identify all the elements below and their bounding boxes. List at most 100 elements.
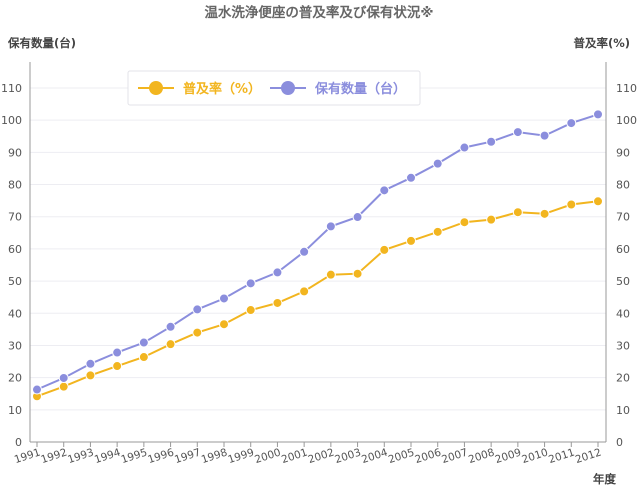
data-point-penetration xyxy=(432,226,443,237)
data-point-penetration xyxy=(138,352,149,363)
data-point-ownership xyxy=(272,267,283,278)
data-point-penetration xyxy=(352,268,363,279)
data-point-penetration xyxy=(299,286,310,297)
axes xyxy=(29,62,607,447)
left-y-tick-labels: 0 10 20 30 40 50 60 70 80 90 100 110 xyxy=(1,82,22,449)
x-tick-label: 1998 xyxy=(200,446,229,466)
y-tick-left: 80 xyxy=(8,179,22,192)
data-point-penetration xyxy=(539,208,550,219)
data-point-ownership xyxy=(379,185,390,196)
x-tick-label: 2010 xyxy=(520,446,549,466)
x-tick-label: 2003 xyxy=(333,446,362,466)
right-y-tick-labels: 0 10 20 30 40 50 60 70 80 90 100 110 xyxy=(616,82,637,449)
y-tick-right: 70 xyxy=(616,211,630,224)
x-tick-label: 2012 xyxy=(574,446,603,466)
data-point-ownership xyxy=(352,212,363,223)
y-tick-right: 90 xyxy=(616,146,630,159)
legend-marker-penetration xyxy=(149,81,163,95)
y-tick-right: 30 xyxy=(616,339,630,352)
data-point-penetration xyxy=(165,339,176,350)
data-point-penetration xyxy=(566,199,577,210)
x-tick-label: 2000 xyxy=(253,446,282,466)
y-tick-right: 50 xyxy=(616,275,630,288)
data-point-ownership xyxy=(85,358,96,369)
x-tick-label: 1999 xyxy=(227,446,256,466)
data-point-penetration xyxy=(459,217,470,228)
x-tick-label: 1997 xyxy=(173,446,202,466)
data-point-penetration xyxy=(593,196,603,207)
y-tick-left: 20 xyxy=(8,372,22,385)
data-point-ownership xyxy=(566,118,577,129)
legend: 普及率（%） 保有数量（台） xyxy=(127,70,421,106)
series-line-penetration xyxy=(36,200,599,398)
x-tick-label: 1991 xyxy=(13,446,42,466)
x-tick-label: 2006 xyxy=(414,446,443,466)
data-point-penetration xyxy=(379,244,390,255)
x-tick-label: 1995 xyxy=(120,446,149,466)
grid-lines xyxy=(30,87,606,411)
data-point-ownership xyxy=(432,158,443,169)
data-point-penetration xyxy=(112,361,123,372)
data-point-penetration xyxy=(406,235,416,246)
x-tick-label: 1992 xyxy=(40,446,69,466)
x-tick-label: 2007 xyxy=(440,446,469,466)
data-point-ownership xyxy=(539,130,550,141)
y-tick-right: 40 xyxy=(616,307,630,320)
series-line-ownership xyxy=(36,113,599,391)
legend-label-ownership: 保有数量（台） xyxy=(314,81,406,97)
data-point-ownership xyxy=(58,372,69,383)
y-tick-left: 60 xyxy=(8,243,22,256)
data-point-ownership xyxy=(459,142,470,153)
x-tick-label: 2009 xyxy=(494,446,523,466)
y-tick-right: 80 xyxy=(616,179,630,192)
data-point-ownership xyxy=(325,221,336,232)
chart-title: 温水洗浄便座の普及率及び保有状況※ xyxy=(204,4,433,21)
data-point-penetration xyxy=(512,207,523,218)
series-ownership xyxy=(32,109,603,395)
data-point-ownership xyxy=(165,321,176,332)
y-tick-right: 100 xyxy=(616,114,637,127)
y-tick-right: 20 xyxy=(616,372,630,385)
y-tick-right: 10 xyxy=(616,404,630,417)
y-tick-left: 40 xyxy=(8,307,22,320)
y-tick-left: 0 xyxy=(15,436,22,449)
y-tick-right: 60 xyxy=(616,243,630,256)
data-point-ownership xyxy=(138,337,149,348)
y-tick-left: 50 xyxy=(8,275,22,288)
x-tick-label: 2008 xyxy=(467,446,496,466)
data-point-penetration xyxy=(58,381,69,392)
y-tick-left: 90 xyxy=(8,146,22,159)
x-tick-label: 2004 xyxy=(360,446,389,466)
y-tick-left: 70 xyxy=(8,211,22,224)
x-tick-label: 2001 xyxy=(280,446,309,466)
data-point-penetration xyxy=(192,327,203,338)
data-point-ownership xyxy=(486,136,497,147)
data-point-penetration xyxy=(325,269,336,280)
x-axis-title: 年度 xyxy=(593,472,616,486)
y-tick-right: 110 xyxy=(616,82,637,95)
data-point-penetration xyxy=(272,297,283,308)
data-point-ownership xyxy=(32,384,42,395)
data-point-ownership xyxy=(593,109,603,120)
x-tick-label: 1994 xyxy=(93,446,122,466)
x-tick-label: 2011 xyxy=(547,446,576,466)
data-point-ownership xyxy=(299,246,310,257)
data-point-ownership xyxy=(406,172,416,183)
x-tick-labels: 1991199219931994199519961997199819992000… xyxy=(13,446,603,466)
data-point-penetration xyxy=(219,319,229,330)
data-point-ownership xyxy=(192,304,203,315)
legend-marker-ownership xyxy=(281,81,295,95)
x-tick-label: 2002 xyxy=(307,446,336,466)
y-tick-left: 110 xyxy=(1,82,22,95)
data-point-penetration xyxy=(486,214,497,225)
data-point-ownership xyxy=(512,127,523,138)
series xyxy=(32,109,603,402)
right-axis-title: 普及率(%) xyxy=(573,36,630,50)
left-axis-title: 保有数量(台) xyxy=(7,36,76,50)
y-tick-left: 30 xyxy=(8,339,22,352)
y-tick-right: 0 xyxy=(616,436,623,449)
data-point-ownership xyxy=(245,278,256,289)
y-tick-left: 100 xyxy=(1,114,22,127)
